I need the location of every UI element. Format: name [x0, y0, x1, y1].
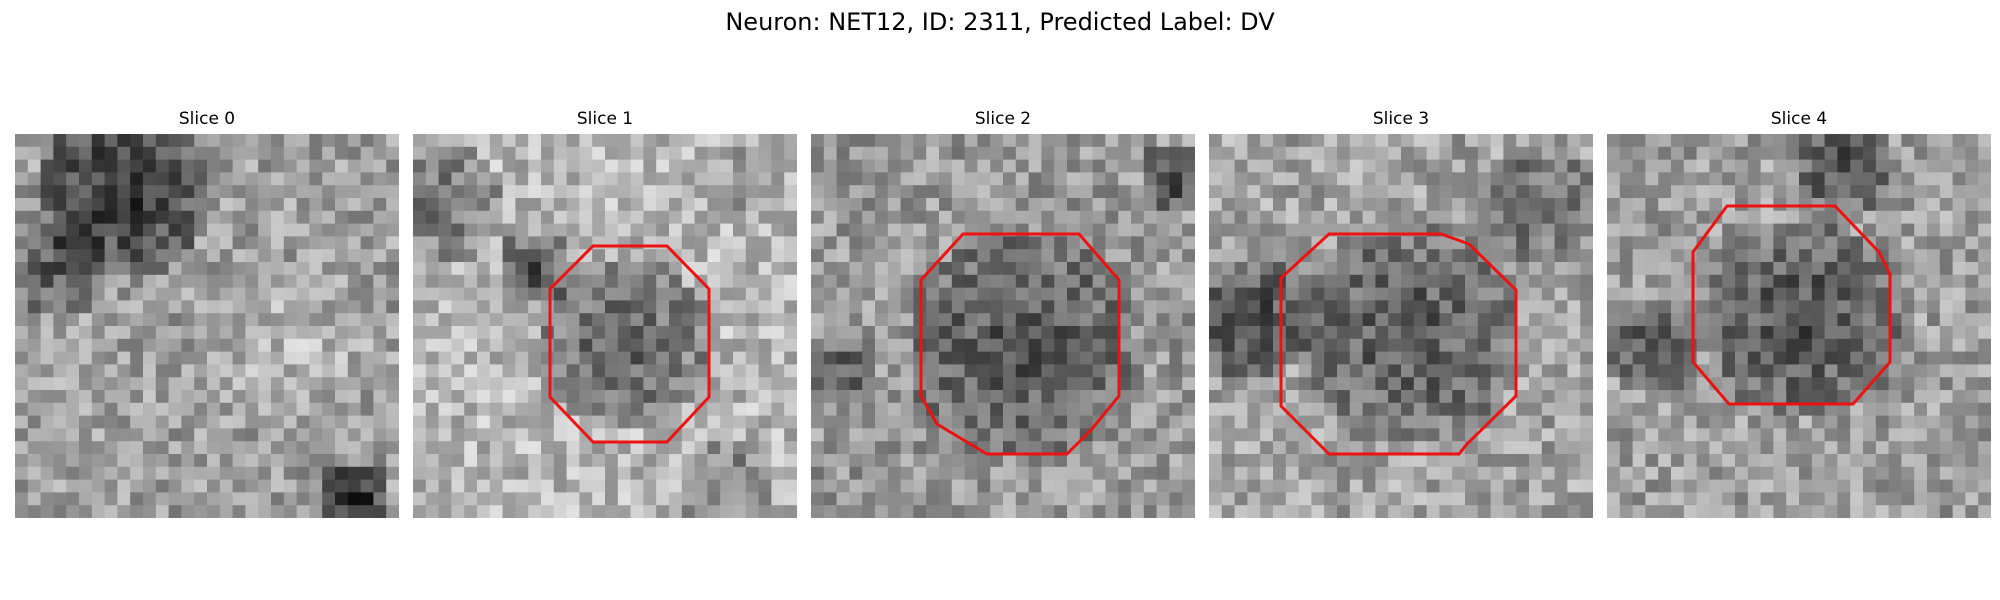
slice-panel-4: Slice 4 — [1607, 108, 1991, 518]
slice-image — [811, 134, 1195, 518]
slice-title: Slice 2 — [811, 108, 1195, 130]
slice-title: Slice 4 — [1607, 108, 1991, 130]
slice-panel-1: Slice 1 — [413, 108, 797, 518]
slice-image — [1607, 134, 1991, 518]
slice-panel-3: Slice 3 — [1209, 108, 1593, 518]
slice-title: Slice 0 — [15, 108, 399, 130]
figure-title: Neuron: NET12, ID: 2311, Predicted Label… — [0, 6, 2000, 38]
slice-title: Slice 1 — [413, 108, 797, 130]
slice-title: Slice 3 — [1209, 108, 1593, 130]
slice-panel-2: Slice 2 — [811, 108, 1195, 518]
slice-panel-0: Slice 0 — [15, 108, 399, 518]
slice-image — [15, 134, 399, 518]
slice-image — [1209, 134, 1593, 518]
slice-image — [413, 134, 797, 518]
